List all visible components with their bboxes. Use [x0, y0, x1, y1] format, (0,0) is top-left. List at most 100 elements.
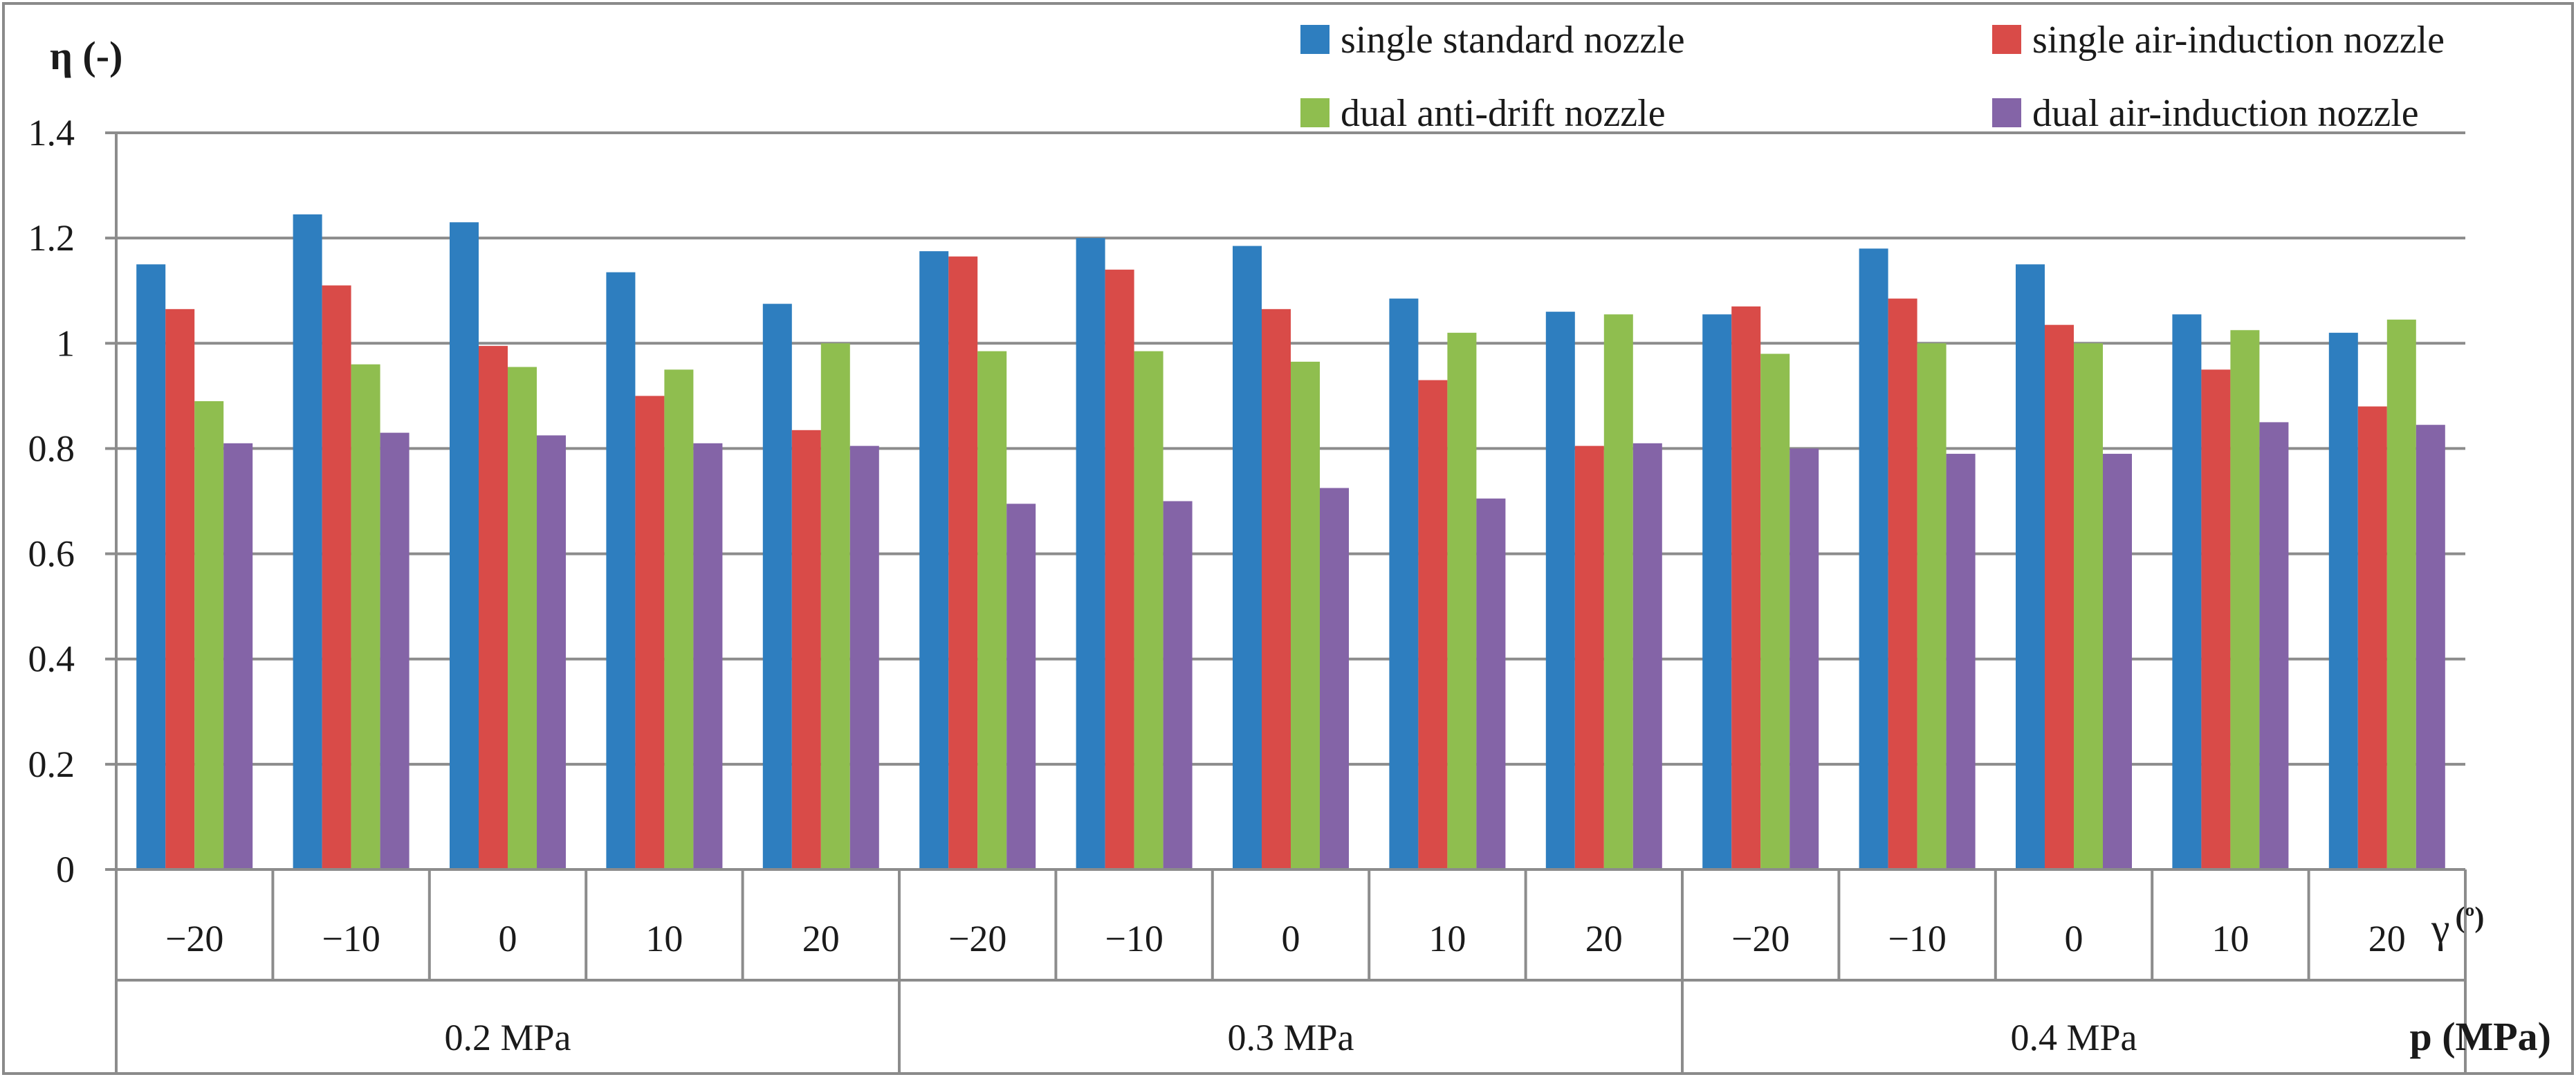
x-tick-label: 10: [1428, 918, 1466, 959]
x-tick-label: 20: [802, 918, 840, 959]
bar-dual-anti-drift-nozzle: [664, 369, 694, 869]
x-tick-label: −10: [1888, 918, 1946, 959]
bar-dual-anti-drift-nozzle: [2074, 343, 2103, 869]
x-tick-label: −10: [1105, 918, 1163, 959]
bar-dual-air-induction-nozzle: [2416, 425, 2445, 869]
bar-single-air-induction-nozzle: [1888, 298, 1917, 869]
bar-single-air-induction-nozzle: [635, 396, 665, 869]
legend-swatch: [1992, 98, 2021, 127]
x-tick-label: 20: [1585, 918, 1623, 959]
bar-single-air-induction-nozzle: [1105, 269, 1134, 869]
y-tick-label: 1.4: [28, 112, 75, 154]
bar-single-standard-nozzle: [450, 222, 479, 870]
bar-dual-air-induction-nozzle: [1790, 448, 1819, 869]
x-tick-label: 0: [499, 918, 517, 959]
bar-single-air-induction-nozzle: [1574, 445, 1604, 869]
axes: 0 0.2 0.4 0.6 0.8 1 1.2 1.4 −20 −10 0 10 20 −20 −10 0 10…: [28, 112, 2467, 1074]
x-tick-label: −20: [948, 918, 1006, 959]
y-tick-label: 0.8: [28, 427, 75, 469]
bar-single-standard-nozzle: [606, 272, 636, 869]
bar-single-standard-nozzle: [2172, 314, 2202, 870]
bar-single-standard-nozzle: [1859, 248, 1888, 869]
y-axis-title: η (-): [50, 33, 122, 78]
bar-dual-air-induction-nozzle: [537, 435, 566, 869]
legend-label: dual anti-drift nozzle: [1341, 92, 1666, 135]
bar-single-standard-nozzle: [1076, 238, 1105, 870]
y-tick-label: 0.4: [28, 638, 75, 680]
y-tick-label: 0.6: [28, 533, 75, 575]
bar-single-air-induction-nozzle: [165, 309, 195, 869]
legend-label: single air-induction nozzle: [2032, 19, 2445, 62]
x-tick-label: 0: [1282, 918, 1300, 959]
bar-single-standard-nozzle: [919, 251, 949, 869]
bar-dual-anti-drift-nozzle: [1917, 343, 1947, 869]
bar-single-standard-nozzle: [136, 264, 166, 869]
group-label: 0.4 MPa: [2010, 1017, 2137, 1058]
legend-swatch: [1300, 25, 1330, 54]
bar-dual-anti-drift-nozzle: [2230, 330, 2260, 870]
bar-single-standard-nozzle: [2328, 333, 2358, 870]
bar-dual-anti-drift-nozzle: [508, 367, 537, 869]
group-label: 0.2 MPa: [444, 1017, 571, 1058]
bar-single-air-induction-nozzle: [479, 346, 508, 869]
bar-dual-air-induction-nozzle: [2259, 422, 2289, 869]
bar-dual-anti-drift-nozzle: [351, 364, 380, 869]
bar-dual-air-induction-nozzle: [849, 445, 879, 869]
x-axis-title-pressure: p (MPa): [2409, 1014, 2551, 1059]
bar-single-air-induction-nozzle: [1418, 380, 1448, 869]
bar-single-standard-nozzle: [2016, 264, 2045, 869]
bar-single-standard-nozzle: [1389, 298, 1419, 869]
bar-dual-air-induction-nozzle: [2103, 454, 2132, 869]
legend-swatch: [1300, 98, 1330, 127]
x-tick-label: 10: [645, 918, 683, 959]
bar-single-standard-nozzle: [1233, 246, 1262, 869]
bar-dual-air-induction-nozzle: [1320, 488, 1349, 869]
bar-dual-anti-drift-nozzle: [194, 401, 224, 869]
x-tick-label: −20: [1731, 918, 1790, 959]
bar-single-air-induction-nozzle: [1731, 306, 1761, 869]
bar-single-air-induction-nozzle: [2045, 324, 2074, 869]
y-tick-label: 1: [56, 322, 75, 364]
legend-swatch: [1992, 25, 2021, 54]
bar-dual-air-induction-nozzle: [693, 443, 723, 869]
bar-dual-anti-drift-nozzle: [1447, 333, 1477, 870]
bar-dual-anti-drift-nozzle: [2386, 320, 2416, 869]
bar-dual-air-induction-nozzle: [380, 432, 410, 869]
bar-dual-anti-drift-nozzle: [820, 343, 850, 869]
bars: [136, 214, 2445, 870]
x-tick-label: 20: [2368, 918, 2406, 959]
bar-single-standard-nozzle: [762, 304, 792, 869]
x-axis-title-angle: γ (º): [2431, 902, 2484, 951]
x-tick-label: −20: [165, 918, 223, 959]
bar-dual-air-induction-nozzle: [1163, 501, 1193, 869]
legend-label: single standard nozzle: [1341, 19, 1685, 62]
bar-dual-air-induction-nozzle: [1946, 454, 1976, 869]
group-label: 0.3 MPa: [1227, 1017, 1354, 1058]
x-tick-label: 10: [2211, 918, 2249, 959]
bar-single-air-induction-nozzle: [322, 285, 351, 869]
bar-single-air-induction-nozzle: [791, 430, 821, 869]
bar-single-air-induction-nozzle: [948, 256, 978, 870]
y-tick-label: 0: [56, 849, 75, 890]
bar-dual-air-induction-nozzle: [1632, 443, 1662, 869]
bar-dual-anti-drift-nozzle: [1603, 314, 1633, 870]
legend: single standard nozzle single air-inducti…: [1300, 19, 2445, 135]
bar-single-air-induction-nozzle: [2357, 406, 2387, 869]
y-tick-label: 0.2: [28, 744, 75, 785]
bar-dual-anti-drift-nozzle: [1291, 361, 1320, 869]
bar-single-standard-nozzle: [293, 214, 322, 869]
bar-single-standard-nozzle: [1545, 311, 1575, 870]
bar-single-standard-nozzle: [1702, 314, 1732, 870]
bar-single-air-induction-nozzle: [2201, 369, 2231, 869]
bar-dual-air-induction-nozzle: [223, 443, 253, 869]
bar-dual-anti-drift-nozzle: [1760, 353, 1790, 869]
bar-dual-anti-drift-nozzle: [1134, 351, 1163, 870]
bar-single-air-induction-nozzle: [1262, 309, 1291, 869]
bar-dual-air-induction-nozzle: [1476, 498, 1506, 869]
bar-dual-anti-drift-nozzle: [977, 351, 1007, 870]
x-tick-label: −10: [322, 918, 380, 959]
bar-dual-air-induction-nozzle: [1006, 504, 1036, 869]
legend-label: dual air-induction nozzle: [2032, 92, 2419, 135]
